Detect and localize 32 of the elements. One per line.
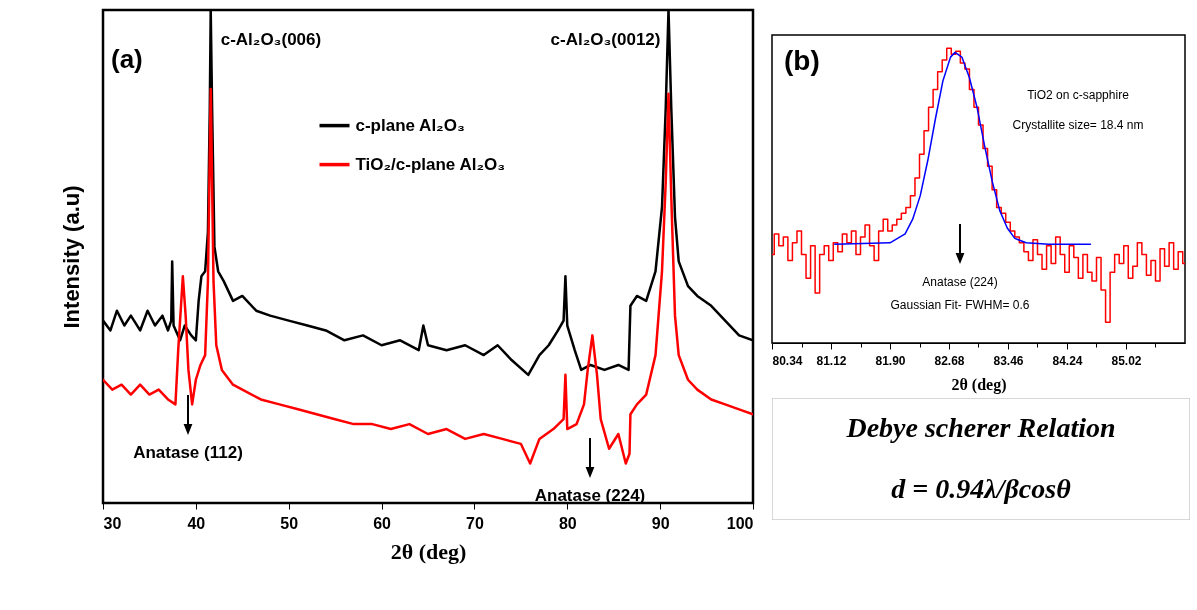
annotation: Anatase (224) <box>922 275 998 289</box>
annotation: c-Al₂O₃(006) <box>220 29 322 49</box>
x-axis-title: 2θ (deg) <box>951 375 1007 394</box>
annotation: (a) <box>111 44 143 74</box>
x-tick-label: 84.24 <box>1052 353 1083 368</box>
legend-label: c-plane Al₂O₃ <box>355 115 465 135</box>
y-axis-title: Intensity (a.u) <box>58 185 84 329</box>
annotation: c-Al₂O₃(0012) <box>550 29 661 49</box>
x-tick-label: 80 <box>558 514 577 532</box>
x-tick-label: 85.02 <box>1111 353 1142 368</box>
annotation: Anatase (224) <box>534 486 646 505</box>
text: d = 0.94λ/βcosθ <box>891 472 1072 504</box>
x-tick-label: 100 <box>726 514 754 532</box>
annotation: TiO2 on c-sapphire <box>1027 88 1130 102</box>
x-tick-label: 83.46 <box>993 353 1024 368</box>
x-tick-label: 60 <box>373 514 392 532</box>
annotation: (b) <box>784 45 820 76</box>
x-tick-label: 82.68 <box>934 353 965 368</box>
legend-label: TiO₂/c-plane Al₂O₃ <box>355 154 506 174</box>
x-tick-label: 81.12 <box>816 353 847 368</box>
x-tick-label: 80.34 <box>772 353 803 368</box>
annotation: Crystallite size= 18.4 nm <box>1012 118 1144 132</box>
annotation: Gaussian Fit- FWHM= 0.6 <box>890 298 1030 312</box>
x-tick-label: 90 <box>651 514 670 532</box>
x-tick-label: 30 <box>103 514 122 532</box>
x-tick-label: 81.90 <box>875 353 906 368</box>
x-tick-label: 40 <box>187 514 206 532</box>
x-axis-title: 2θ (deg) <box>390 538 467 564</box>
x-tick-label: 70 <box>466 514 484 532</box>
text: Debye scherer Relation <box>845 411 1116 443</box>
annotation: Anatase (112) <box>133 443 243 462</box>
x-tick-label: 50 <box>280 514 299 532</box>
